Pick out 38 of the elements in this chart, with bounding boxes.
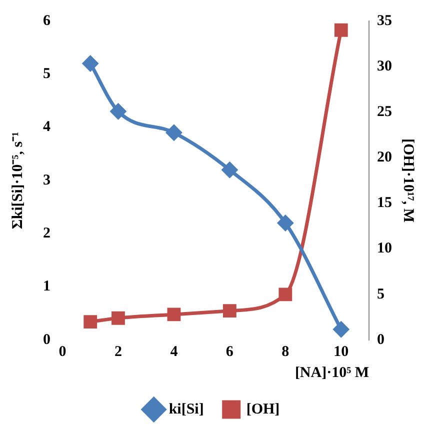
point bbox=[334, 23, 348, 37]
point bbox=[84, 315, 98, 328]
y2-tick-label: 25 bbox=[377, 104, 392, 120]
point bbox=[166, 124, 182, 140]
y-tick-label: 3 bbox=[43, 172, 50, 188]
y-tick-label: 1 bbox=[43, 278, 50, 295]
y-axis-title: Σki[Si]·10⁻⁵, s⁻¹ bbox=[10, 132, 26, 230]
y-tick-label: 6 bbox=[43, 12, 51, 29]
legend-label: ki[Si] bbox=[168, 401, 204, 418]
point bbox=[110, 104, 126, 120]
point bbox=[167, 308, 181, 322]
y2-tick-label: 15 bbox=[377, 195, 392, 212]
point bbox=[82, 56, 98, 72]
point bbox=[278, 288, 292, 302]
y2-tick-label: 20 bbox=[377, 150, 392, 166]
point bbox=[333, 322, 349, 338]
point bbox=[112, 311, 125, 325]
y2-tick-label: 35 bbox=[377, 12, 392, 29]
y-tick-label: 5 bbox=[43, 66, 50, 82]
y2-tick-label: 30 bbox=[377, 58, 392, 74]
x-tick-label: 4 bbox=[170, 344, 178, 360]
x-tick-label: 2 bbox=[114, 344, 122, 360]
point bbox=[222, 162, 238, 178]
y-tick-label: 2 bbox=[43, 226, 50, 242]
y2-tick-label: 5 bbox=[377, 286, 384, 302]
point bbox=[278, 215, 294, 231]
y2-tick-label: 0 bbox=[377, 332, 384, 348]
point bbox=[222, 304, 236, 318]
y-tick-label: 0 bbox=[43, 332, 50, 348]
legend-label: [OH] bbox=[246, 401, 280, 418]
y2-axis-title: [OH]·10¹⁷, M bbox=[400, 138, 416, 222]
x-axis-title: [NA]·10⁵ M bbox=[294, 364, 369, 381]
y2-tick-label: 10 bbox=[377, 240, 392, 257]
x-tick-label: 8 bbox=[282, 344, 290, 360]
x-tick-label: 0 bbox=[58, 344, 66, 360]
x-tick-label: 6 bbox=[226, 344, 234, 360]
x-tick-label: 10 bbox=[334, 344, 349, 360]
y-tick-label: 4 bbox=[43, 119, 51, 136]
